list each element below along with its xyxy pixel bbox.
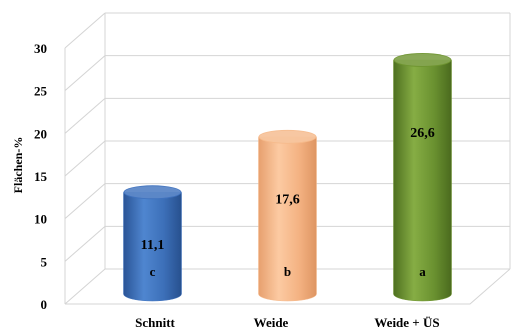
bar-top (258, 129, 317, 144)
bar-body (258, 136, 317, 302)
y-axis-ticks: 0 5 10 15 20 25 30 (34, 41, 48, 312)
bar-top-highlight (394, 54, 451, 67)
y-tick-label: 5 (41, 254, 48, 269)
gridline-side (64, 225, 106, 262)
bar-top (393, 53, 452, 68)
bar-body (393, 59, 452, 302)
gridline-side (64, 12, 106, 49)
gridline-side (64, 140, 106, 177)
bar-body (123, 192, 182, 302)
y-tick-label: 10 (34, 212, 47, 227)
y-axis-label: Flächen-% (11, 137, 25, 194)
bars: 11,1 c 17,6 b 26,6 a (123, 53, 452, 302)
bar: 26,6 a (393, 53, 452, 302)
gridline-side (64, 183, 106, 220)
bar-top-highlight (259, 130, 316, 143)
y-tick-label: 0 (41, 297, 48, 312)
y-tick-label: 15 (34, 169, 48, 184)
significance-letter: a (419, 264, 426, 279)
gridline-side (64, 55, 106, 92)
gridline-side (64, 268, 106, 305)
y-tick-label: 30 (34, 41, 47, 56)
bar: 11,1 c (123, 185, 182, 302)
significance-letter: c (150, 264, 156, 279)
y-tick-label: 20 (34, 126, 47, 141)
x-tick-label: Weide (254, 315, 289, 330)
data-label: 26,6 (410, 126, 435, 141)
data-label: 11,1 (141, 238, 165, 253)
significance-letter: b (284, 264, 291, 279)
x-axis-ticks: Schnitt Weide Weide + ÜS (135, 315, 439, 330)
bar-top (123, 185, 182, 200)
bar: 17,6 b (258, 129, 317, 302)
x-tick-label: Weide + ÜS (374, 315, 439, 330)
y-tick-label: 25 (34, 84, 48, 99)
floor-edge (65, 268, 511, 305)
gridline-side (64, 97, 106, 134)
x-tick-label: Schnitt (135, 315, 175, 330)
data-label: 17,6 (275, 192, 300, 207)
bar-top-highlight (124, 186, 181, 199)
